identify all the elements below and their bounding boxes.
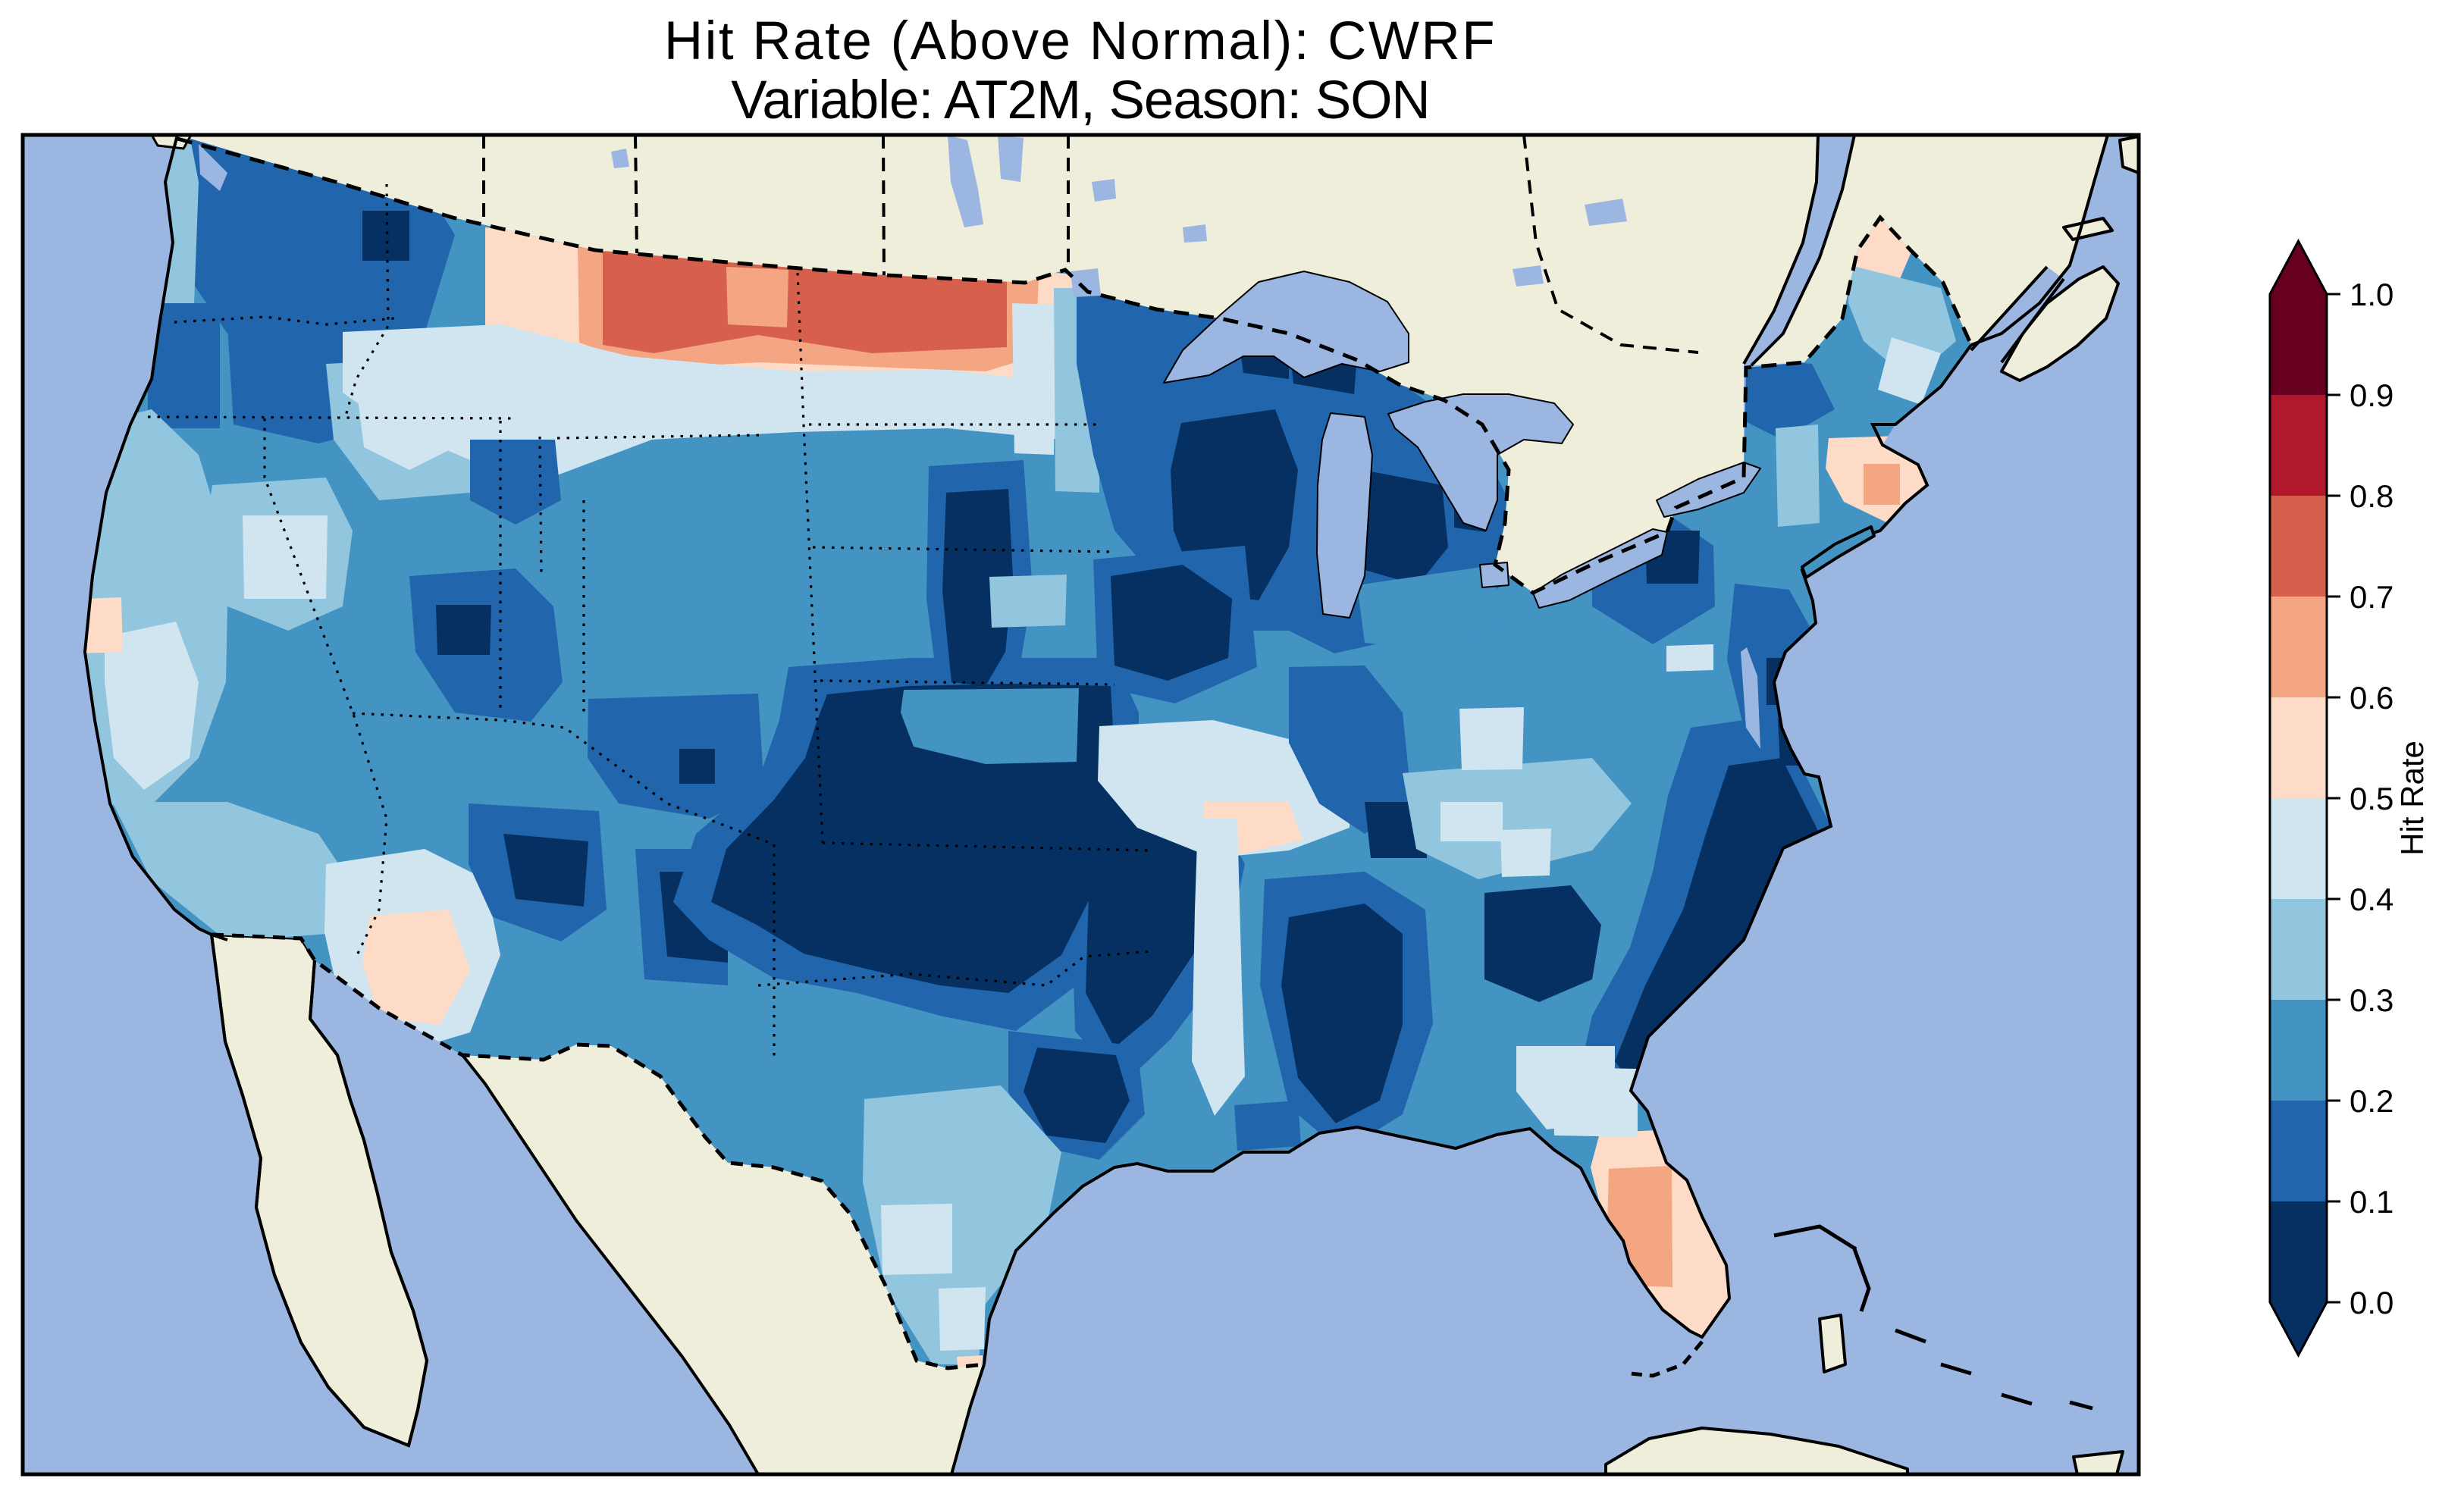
svg-text:0.3: 0.3 (2350, 982, 2393, 1018)
svg-text:0.4: 0.4 (2350, 882, 2393, 917)
svg-text:Variable: AT2M, Season: SON: Variable: AT2M, Season: SON (731, 70, 1429, 130)
svg-text:0.5: 0.5 (2350, 781, 2393, 816)
svg-text:Hit Rate: Hit Rate (2394, 741, 2430, 856)
svg-text:0.8: 0.8 (2350, 478, 2393, 514)
svg-text:0.6: 0.6 (2350, 680, 2393, 716)
svg-text:0.0: 0.0 (2350, 1285, 2393, 1320)
svg-text:0.9: 0.9 (2350, 377, 2393, 413)
svg-text:0.2: 0.2 (2350, 1083, 2393, 1119)
svg-text:1.0: 1.0 (2350, 277, 2393, 312)
svg-text:0.1: 0.1 (2350, 1184, 2393, 1220)
svg-text:0.7: 0.7 (2350, 579, 2393, 615)
svg-text:Hit Rate (Above Normal): CWRF: Hit Rate (Above Normal): CWRF (664, 11, 1497, 71)
